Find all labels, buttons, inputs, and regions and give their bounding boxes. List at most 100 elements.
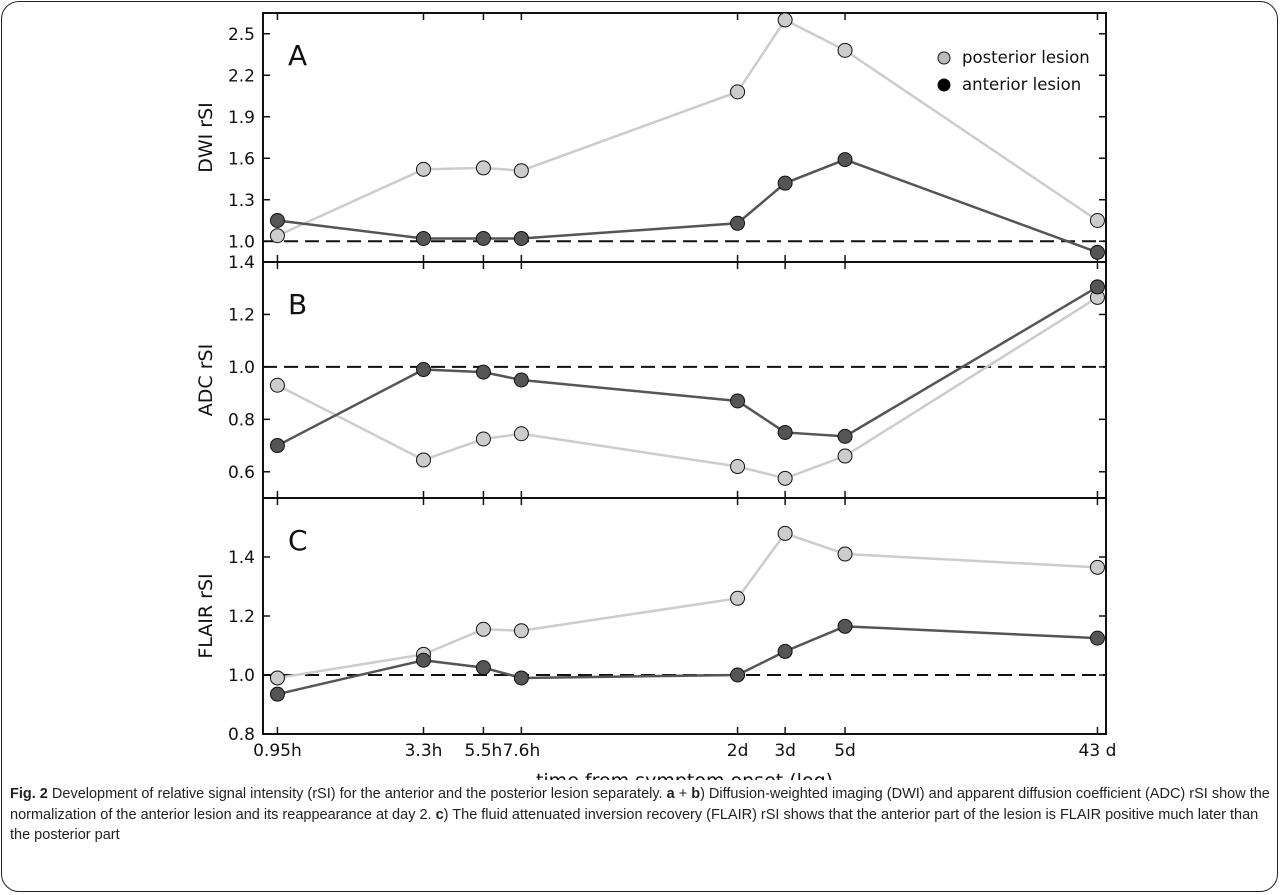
data-point xyxy=(777,525,793,541)
y-tick-label: 1.0 xyxy=(228,232,255,252)
x-axis-label: time from symptom onset (log) xyxy=(536,770,833,780)
data-point xyxy=(777,470,793,486)
y-tick-label: 1.0 xyxy=(228,666,255,686)
data-point xyxy=(416,362,432,378)
data-point xyxy=(837,428,853,444)
series-posterior-lesion xyxy=(269,525,1105,686)
x-tick-label: 2d xyxy=(727,741,749,761)
data-point xyxy=(513,163,529,179)
legend-label: anterior lesion xyxy=(962,75,1081,94)
series-line xyxy=(277,158,1098,254)
data-point xyxy=(269,377,285,393)
y-tick-label: 2.5 xyxy=(228,25,255,45)
caption-part2: ) Diffusion-weighted imaging (DWI) and a… xyxy=(10,786,1270,823)
data-point xyxy=(777,424,793,440)
legend-marker xyxy=(937,51,951,65)
y-axis-label: DWI rSI xyxy=(195,102,217,173)
data-point xyxy=(1089,559,1105,575)
data-point xyxy=(513,230,529,246)
series-line xyxy=(276,285,1099,447)
panel-c: 0.8 1.0 1.2 1.4 FLAIR rSI C xyxy=(195,497,1107,745)
data-point xyxy=(269,438,285,454)
data-point xyxy=(475,621,491,637)
legend-label: posterior lesion xyxy=(962,48,1090,67)
data-point xyxy=(475,160,491,176)
series-line xyxy=(277,625,1098,696)
panel-b: 0.6 0.8 1.0 1.2 1.4 ADC rSI B xyxy=(195,253,1107,499)
y-axis-label: ADC rSI xyxy=(195,344,217,416)
caption-ref-c: c xyxy=(435,806,444,823)
data-point xyxy=(777,175,793,191)
data-point xyxy=(777,12,793,28)
panel-a: 1.0 1.3 1.6 1.9 2.2 2.5 DWI rSI A xyxy=(195,12,1107,263)
data-point xyxy=(1089,213,1105,228)
y-tick-label: 1.9 xyxy=(228,108,255,128)
x-tick-label: 0.95h xyxy=(253,741,302,761)
data-point xyxy=(513,670,529,686)
x-tick-label: 7.6h xyxy=(502,741,540,761)
data-point xyxy=(513,426,529,442)
data-point xyxy=(269,670,285,686)
data-point xyxy=(416,230,432,246)
data-point xyxy=(777,643,793,659)
data-point xyxy=(513,623,529,639)
data-point xyxy=(837,448,853,464)
data-point xyxy=(837,546,853,562)
x-tick-label: 43 d xyxy=(1079,741,1117,761)
y-tick-label: 1.6 xyxy=(228,149,255,169)
caption-ref-a: a xyxy=(666,786,675,802)
y-tick-label: 1.4 xyxy=(228,253,255,273)
series-anterior-lesion xyxy=(269,618,1105,702)
series-anterior-lesion xyxy=(269,152,1105,260)
data-point xyxy=(475,431,491,447)
data-point xyxy=(730,84,746,100)
data-point xyxy=(416,452,432,468)
caption-part1: Development of relative signal intensity… xyxy=(47,786,667,802)
caption-part3: ) The fluid attenuated inversion recover… xyxy=(10,806,1259,844)
series-anterior-lesion xyxy=(269,279,1105,454)
multi-panel-line-chart: 1.0 1.3 1.6 1.9 2.2 2.5 DWI rSI A 0.6 0.8 1.0 1.2 1.… xyxy=(195,12,1117,780)
caption-ref-b: b xyxy=(691,786,701,802)
y-axis-label: FLAIR rSI xyxy=(195,573,217,658)
y-tick-label: 1.2 xyxy=(228,305,255,325)
x-tick-label: 5.5h xyxy=(465,741,503,761)
data-point xyxy=(837,152,853,168)
data-point xyxy=(730,459,746,475)
data-point xyxy=(475,230,491,246)
y-tick-label: 2.2 xyxy=(228,66,255,86)
data-point xyxy=(416,161,432,177)
legend-marker xyxy=(937,78,951,92)
y-tick-label: 1.0 xyxy=(228,358,255,378)
data-point xyxy=(837,42,853,58)
x-tick-label: 3.3h xyxy=(405,741,443,761)
caption-plus: + xyxy=(674,786,692,802)
series-line xyxy=(277,531,1098,680)
panel-letter: A xyxy=(288,39,307,72)
y-tick-label: 0.8 xyxy=(228,725,255,745)
data-point xyxy=(837,618,853,634)
data-point xyxy=(730,590,746,606)
data-point xyxy=(730,393,746,409)
legend: posterior lesion anterior lesion xyxy=(937,48,1090,94)
series-line xyxy=(276,296,1099,480)
panel-letter: C xyxy=(288,524,308,557)
y-tick-label: 0.8 xyxy=(228,410,255,430)
figure-caption: Fig. 2 Development of relative signal in… xyxy=(10,784,1272,846)
x-tick-label: 5d xyxy=(834,741,856,761)
caption-fig-label: Fig. 2 xyxy=(10,786,48,802)
data-point xyxy=(1089,279,1105,295)
panel-frame xyxy=(262,497,1107,735)
data-point xyxy=(269,686,285,702)
data-point xyxy=(730,215,746,231)
y-tick-label: 1.3 xyxy=(228,191,255,211)
data-point xyxy=(475,660,491,676)
data-point xyxy=(475,364,491,380)
x-tick-label: 3d xyxy=(774,741,796,761)
data-point xyxy=(1089,244,1105,260)
data-point xyxy=(269,213,285,228)
y-tick-label: 0.6 xyxy=(228,463,255,483)
series-posterior-lesion xyxy=(269,289,1105,486)
data-point xyxy=(416,652,432,668)
series-line xyxy=(276,18,1099,237)
